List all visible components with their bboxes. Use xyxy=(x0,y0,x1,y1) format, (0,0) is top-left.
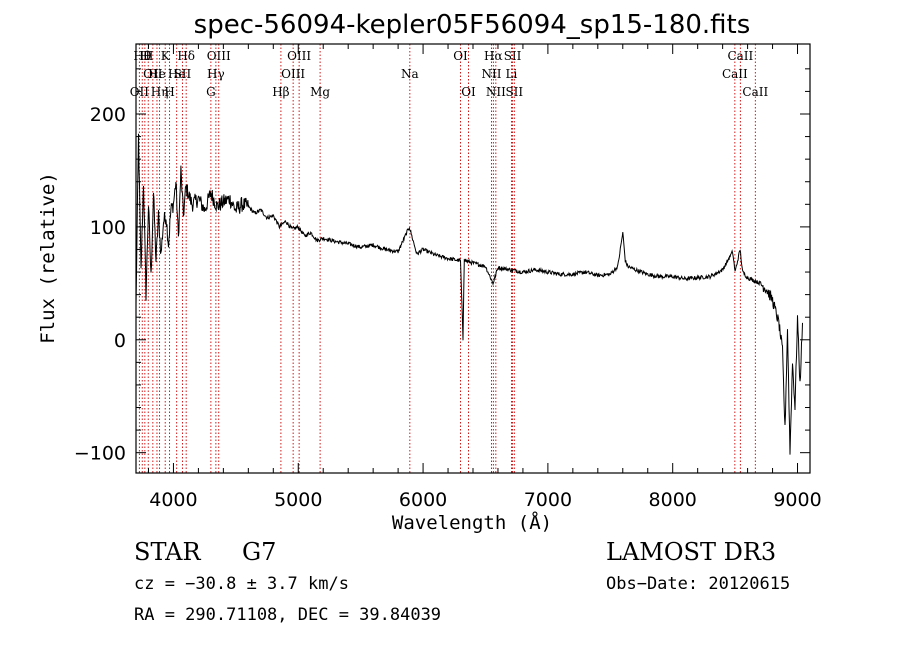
line-label: Hδ xyxy=(177,49,195,63)
flux-series-line xyxy=(135,133,803,455)
line-label: H xyxy=(143,49,153,63)
line-label: SII xyxy=(174,67,192,81)
line-label: He xyxy=(168,67,186,81)
line-label: He xyxy=(148,67,166,81)
line-label: Na xyxy=(401,67,419,81)
axis-tick-labels: 4000 5000 6000 7000 8000 9000 −100 0 100 200 xyxy=(74,104,822,511)
plot-frame xyxy=(135,43,811,474)
line-label: G xyxy=(206,85,216,99)
line-label: OII xyxy=(130,85,150,99)
line-label: NII xyxy=(486,85,506,99)
line-label: SII xyxy=(505,85,523,99)
x-tick-label: 5000 xyxy=(274,489,322,511)
object-type: STAR xyxy=(134,538,201,566)
line-label: Hβ xyxy=(272,85,289,99)
x-tick-label: 9000 xyxy=(773,489,821,511)
x-tick-label: 6000 xyxy=(399,489,447,511)
line-label: H xyxy=(140,49,150,63)
line-label: Li xyxy=(506,67,518,81)
chart-title: spec-56094-kepler05F56094_sp15-180.fits xyxy=(194,10,751,40)
spectral-line-labels: OIIHθHHOIIHeHηKHHeSIIHδGHγOIIIHβOIIIOIII… xyxy=(130,49,769,99)
axis-ticks xyxy=(136,44,810,473)
line-label: OIII xyxy=(287,49,311,63)
spectral-line-markers xyxy=(138,44,756,473)
line-label: OIII xyxy=(281,67,305,81)
coordinates: RA = 290.71108, DEC = 39.84039 xyxy=(134,605,441,625)
line-label: H xyxy=(164,85,174,99)
y-tick-label: 0 xyxy=(114,330,126,352)
line-label: NII xyxy=(481,67,501,81)
line-label: K xyxy=(161,49,171,63)
line-label: CaII xyxy=(742,85,768,99)
y-tick-label: 200 xyxy=(90,104,126,126)
y-tick-label: 100 xyxy=(90,217,126,239)
survey-name: LAMOST DR3 xyxy=(606,538,776,566)
line-label: CaII xyxy=(727,49,753,63)
object-subclass: G7 xyxy=(242,538,276,566)
line-label: Hγ xyxy=(207,67,225,81)
line-label: OII xyxy=(143,67,163,81)
x-tick-label: 8000 xyxy=(649,489,697,511)
x-tick-label: 4000 xyxy=(149,489,197,511)
line-label: Hθ xyxy=(133,49,151,63)
line-label: OI xyxy=(453,49,468,63)
line-label: CaII xyxy=(722,67,748,81)
line-label: Hα xyxy=(484,49,503,63)
line-label: Mg xyxy=(310,85,330,99)
line-label: SII xyxy=(504,49,522,63)
line-label: OIII xyxy=(207,49,231,63)
obs-date: Obs−Date: 20120615 xyxy=(606,574,790,594)
line-label: Hη xyxy=(151,85,169,99)
x-axis-label: Wavelength (Å) xyxy=(392,511,552,534)
y-axis-label: Flux (relative) xyxy=(37,172,59,344)
x-tick-label: 7000 xyxy=(524,489,572,511)
redshift-text: cz = −30.8 ± 3.7 km/s xyxy=(134,574,349,594)
line-label: OI xyxy=(461,85,476,99)
y-tick-label: −100 xyxy=(74,443,126,465)
